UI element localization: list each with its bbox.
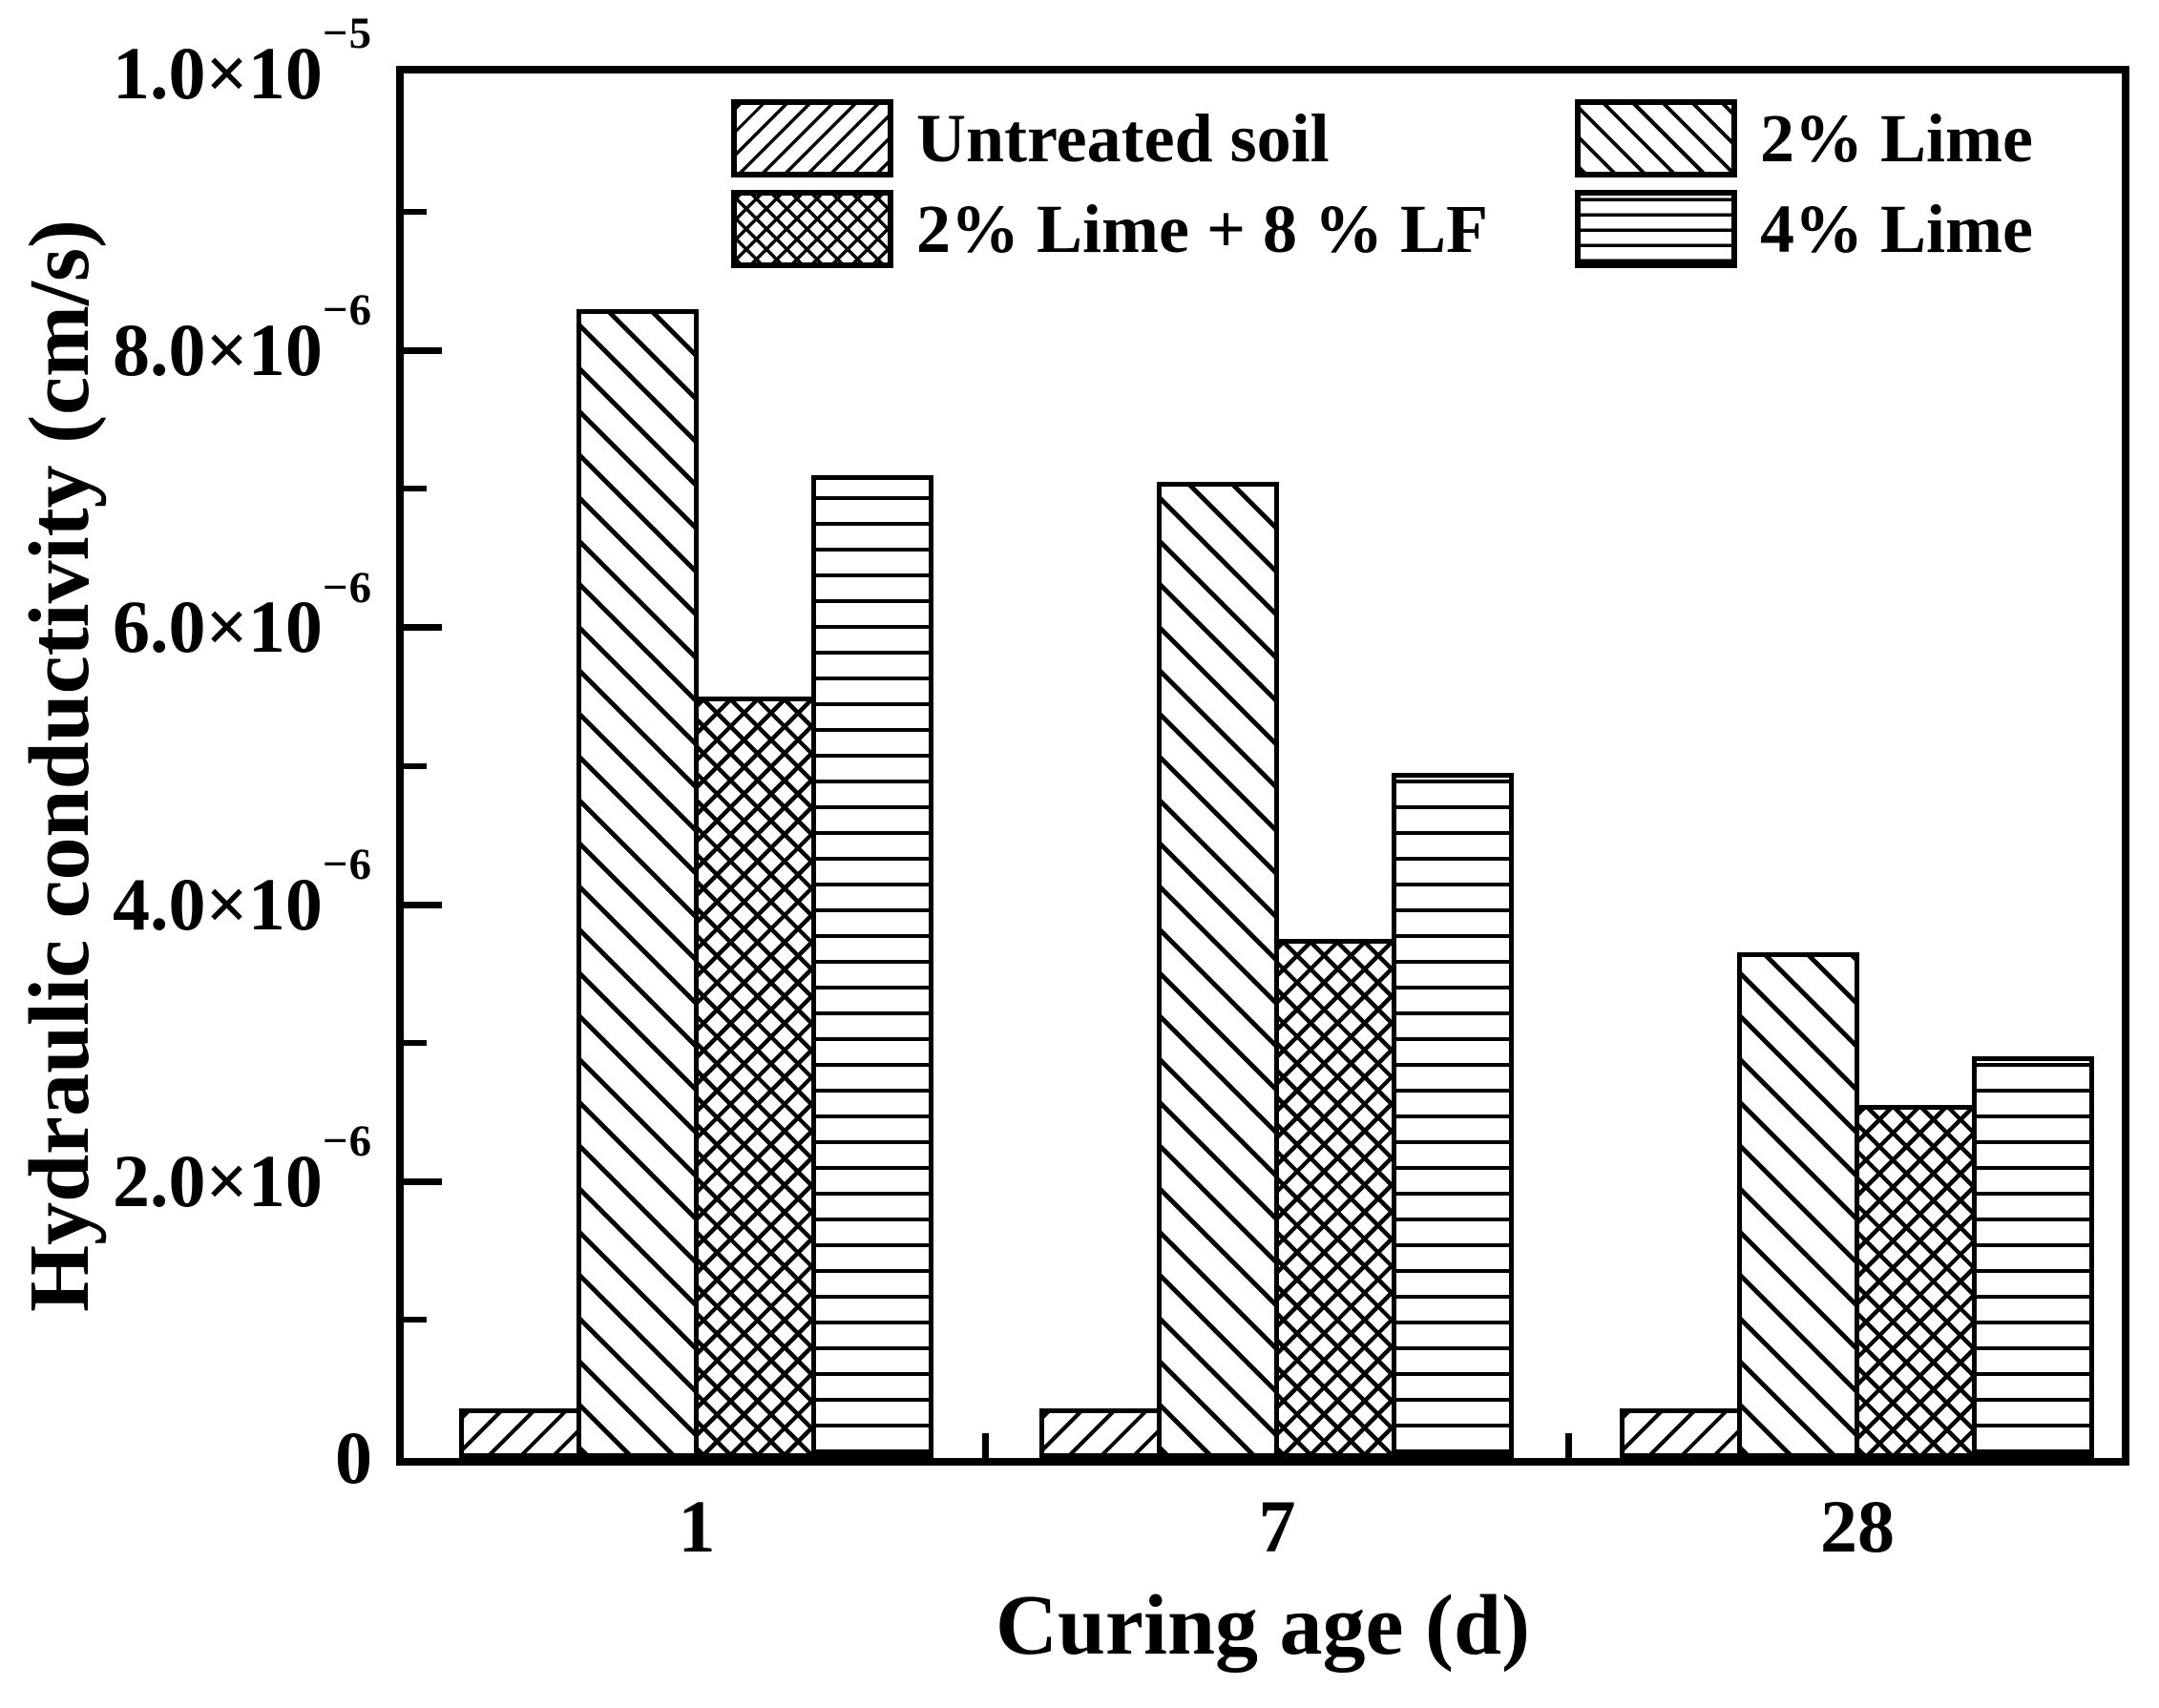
legend: Untreated soil 2% Lime 2% Lime + 8 % LF 4% … <box>731 99 2033 268</box>
y-axis-title-text: Hydraulic conductivity (cm/s) <box>11 219 107 1312</box>
bar-2-lime-age-1 <box>576 309 699 1458</box>
legend-item-2-lime-8-lf: 2% Lime + 8 % LF <box>731 190 1575 268</box>
plot-area: Untreated soil 2% Lime 2% Lime + 8 % LF 4% … <box>404 73 2122 1458</box>
legend-label-2-lime: 2% Lime <box>1760 99 2033 177</box>
y-tick-label-6-0-10-6: 6.0×10−6 <box>112 565 372 669</box>
y-minor-tick <box>404 486 427 492</box>
x-tick-label-7: 7 <box>1258 1485 1296 1568</box>
y-minor-tick <box>404 762 427 769</box>
y-major-tick <box>404 624 442 632</box>
y-tick-label-base: 4.0×10 <box>112 862 323 946</box>
legend-label-4-lime: 4% Lime <box>1760 190 2033 267</box>
y-tick-label-4-0-10-6: 4.0×10−6 <box>112 842 372 947</box>
y-tick-label-base: 2.0×10 <box>112 1138 323 1222</box>
bar-untreated-soil-age-1 <box>459 1408 581 1458</box>
y-minor-tick <box>404 1039 427 1046</box>
y-tick-label-8-0-10-6: 8.0×10−6 <box>112 288 372 392</box>
y-tick-label-exponent: −6 <box>322 1116 372 1167</box>
y-axis-title: Hydraulic conductivity (cm/s) <box>0 73 118 1458</box>
y-tick-label-base: 6.0×10 <box>112 585 323 669</box>
x-minor-tick <box>1565 1433 1572 1458</box>
y-tick-label-base: 1.0×10 <box>112 31 323 115</box>
bar-2-lime-age-7 <box>1157 482 1279 1458</box>
y-minor-tick <box>404 209 427 216</box>
legend-item-4-lime: 4% Lime <box>1575 190 2033 268</box>
y-tick-label-exponent: −5 <box>322 9 372 59</box>
x-tick-label-1: 1 <box>678 1485 716 1568</box>
y-major-tick <box>404 1177 442 1185</box>
legend-label-untreated-soil: Untreated soil <box>916 99 1330 177</box>
y-tick-label-exponent: −6 <box>322 839 372 889</box>
bar-2-lime-8-lf-age-1 <box>694 697 816 1458</box>
y-tick-label-exponent: −6 <box>322 562 372 613</box>
bar-untreated-soil-age-7 <box>1039 1408 1162 1458</box>
legend-item-untreated-soil: Untreated soil <box>731 99 1575 177</box>
bar-2-lime-age-28 <box>1737 952 1859 1458</box>
bar-2-lime-8-lf-age-28 <box>1855 1105 1977 1458</box>
y-tick-label-base: 8.0×10 <box>112 308 323 392</box>
legend-swatch-forward-diagonal-icon <box>731 99 893 177</box>
x-axis-title: Curing age (d) <box>996 1578 1530 1673</box>
bar-4-lime-age-28 <box>1972 1056 2094 1458</box>
y-tick-label-0: 0 <box>335 1416 372 1500</box>
bar-untreated-soil-age-28 <box>1620 1408 1742 1458</box>
x-tick-label-28: 28 <box>1820 1485 1895 1568</box>
y-major-tick <box>404 901 442 908</box>
y-major-tick <box>404 347 442 355</box>
bar-2-lime-8-lf-age-7 <box>1274 939 1396 1458</box>
legend-swatch-crosshatch-icon <box>731 190 893 268</box>
y-tick-label-2-0-10-6: 2.0×10−6 <box>112 1119 372 1223</box>
legend-item-2-lime: 2% Lime <box>1575 99 2033 177</box>
y-minor-tick <box>404 1316 427 1323</box>
y-tick-label-1-0-10-5: 1.0×10−5 <box>112 11 372 115</box>
x-minor-tick <box>982 1433 989 1458</box>
y-tick-label-base: 0 <box>335 1416 372 1499</box>
bar-4-lime-age-1 <box>811 475 933 1458</box>
legend-swatch-horizontal-icon <box>1575 190 1737 268</box>
bar-4-lime-age-7 <box>1392 773 1514 1458</box>
y-tick-label-exponent: −6 <box>322 285 372 336</box>
legend-label-2-lime-8-lf: 2% Lime + 8 % LF <box>916 190 1488 267</box>
legend-swatch-backward-diagonal-icon <box>1575 99 1737 177</box>
